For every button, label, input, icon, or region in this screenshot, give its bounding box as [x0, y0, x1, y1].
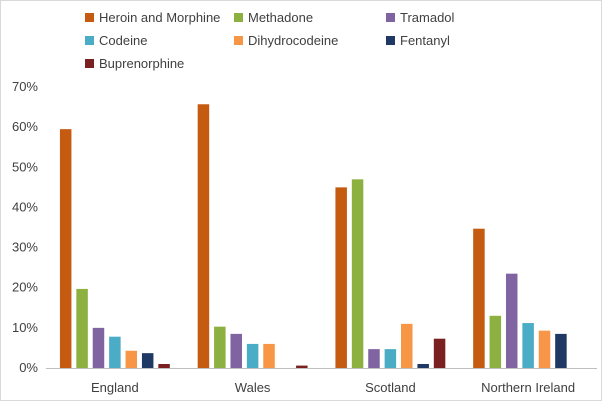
bar: [489, 315, 502, 368]
legend-swatch: [85, 59, 94, 68]
legend: Heroin and Morphine Methadone Tramadol Code…: [85, 10, 455, 71]
y-tick-label: 50%: [12, 159, 38, 174]
y-tick-label: 10%: [12, 320, 38, 335]
y-tick-label: 70%: [12, 79, 38, 94]
bar: [214, 326, 226, 368]
y-tick-label: 40%: [12, 199, 38, 214]
bar: [473, 228, 485, 368]
x-tick-label: Wales: [235, 380, 271, 395]
bar: [368, 349, 380, 368]
bar: [384, 349, 397, 368]
bar: [433, 338, 446, 368]
legend-label: Codeine: [99, 33, 147, 48]
bar: [417, 363, 429, 368]
y-axis: 0% 10% 20% 30% 40% 50% 60% 70%: [12, 79, 38, 375]
bar: [246, 343, 259, 368]
y-tick-label: 0%: [19, 360, 38, 375]
bar: [92, 327, 105, 368]
legend-item: Fentanyl: [386, 33, 450, 48]
legend-item: Tramadol: [386, 10, 455, 25]
legend-swatch: [386, 36, 395, 45]
x-tick-label: Scotland: [365, 380, 416, 395]
bar: [335, 187, 347, 368]
bar: [125, 350, 138, 368]
legend-label: Buprenorphine: [99, 56, 184, 71]
bars: [59, 104, 567, 368]
legend-swatch: [234, 36, 243, 45]
bar: [296, 365, 308, 368]
legend-item: Heroin and Morphine: [85, 10, 220, 25]
bar: [59, 129, 72, 368]
legend-label: Dihydrocodeine: [248, 33, 338, 48]
legend-swatch: [85, 13, 94, 22]
bar: [263, 343, 275, 368]
bar: [522, 323, 534, 368]
x-tick-label: England: [91, 380, 139, 395]
bar: [538, 330, 551, 368]
x-axis: England Wales Scotland Northern Ireland: [46, 368, 597, 395]
x-tick-label: Northern Ireland: [481, 380, 575, 395]
legend-label: Tramadol: [400, 10, 455, 25]
y-tick-label: 20%: [12, 280, 38, 295]
bar: [197, 104, 210, 368]
bar: [401, 323, 413, 368]
legend-swatch: [85, 36, 94, 45]
y-tick-label: 60%: [12, 119, 38, 134]
bar: [230, 333, 242, 368]
legend-label: Fentanyl: [400, 33, 450, 48]
legend-swatch: [386, 13, 395, 22]
bar: [555, 333, 567, 368]
bar: [109, 336, 121, 368]
legend-item: Methadone: [234, 10, 313, 25]
y-tick-label: 30%: [12, 240, 38, 255]
legend-item: Dihydrocodeine: [234, 33, 338, 48]
legend-swatch: [234, 13, 243, 22]
bar: [158, 363, 170, 368]
bar: [351, 179, 364, 368]
legend-label: Methadone: [248, 10, 313, 25]
legend-item: Buprenorphine: [85, 56, 184, 71]
bar: [141, 353, 154, 368]
bar: [505, 273, 518, 368]
legend-item: Codeine: [85, 33, 147, 48]
bar: [76, 288, 88, 368]
legend-label: Heroin and Morphine: [99, 10, 220, 25]
